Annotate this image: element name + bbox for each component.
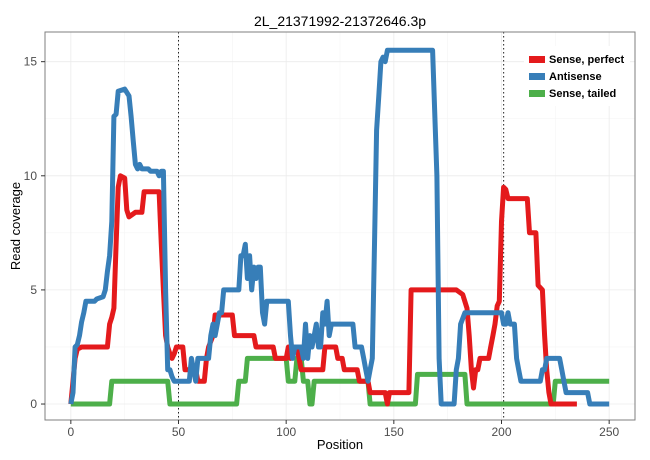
chart-title: 2L_21371992-21372646.3p — [254, 13, 426, 29]
x-axis-title: Position — [317, 437, 363, 452]
x-tick-label: 200 — [491, 425, 511, 439]
legend: Sense, perfect Antisense Sense, tailed — [524, 46, 630, 106]
legend-swatch — [529, 90, 545, 97]
x-tick-label: 250 — [599, 425, 619, 439]
y-axis-ticks: 0 5 10 15 — [24, 55, 45, 411]
y-tick-label: 10 — [24, 169, 38, 183]
y-tick-label: 0 — [30, 397, 37, 411]
series-line-1 — [68, 47, 610, 407]
plot-border — [44, 31, 636, 421]
legend-label: Antisense — [549, 71, 602, 83]
legend-swatch — [529, 56, 545, 63]
x-tick-label: 50 — [172, 425, 186, 439]
x-tick-label: 150 — [384, 425, 404, 439]
legend-label: Sense, tailed — [549, 88, 616, 100]
x-tick-label: 0 — [67, 425, 74, 439]
x-axis-ticks: 0 50 100 150 200 250 — [67, 420, 619, 439]
y-axis-title: Read coverage — [8, 182, 23, 270]
y-tick-label: 15 — [24, 55, 38, 69]
legend-label: Sense, perfect — [549, 54, 625, 66]
y-tick-label: 5 — [30, 283, 37, 297]
series-lines — [68, 47, 610, 407]
reference-lines — [178, 32, 505, 420]
legend-swatch — [529, 73, 545, 80]
x-tick-label: 100 — [276, 425, 296, 439]
